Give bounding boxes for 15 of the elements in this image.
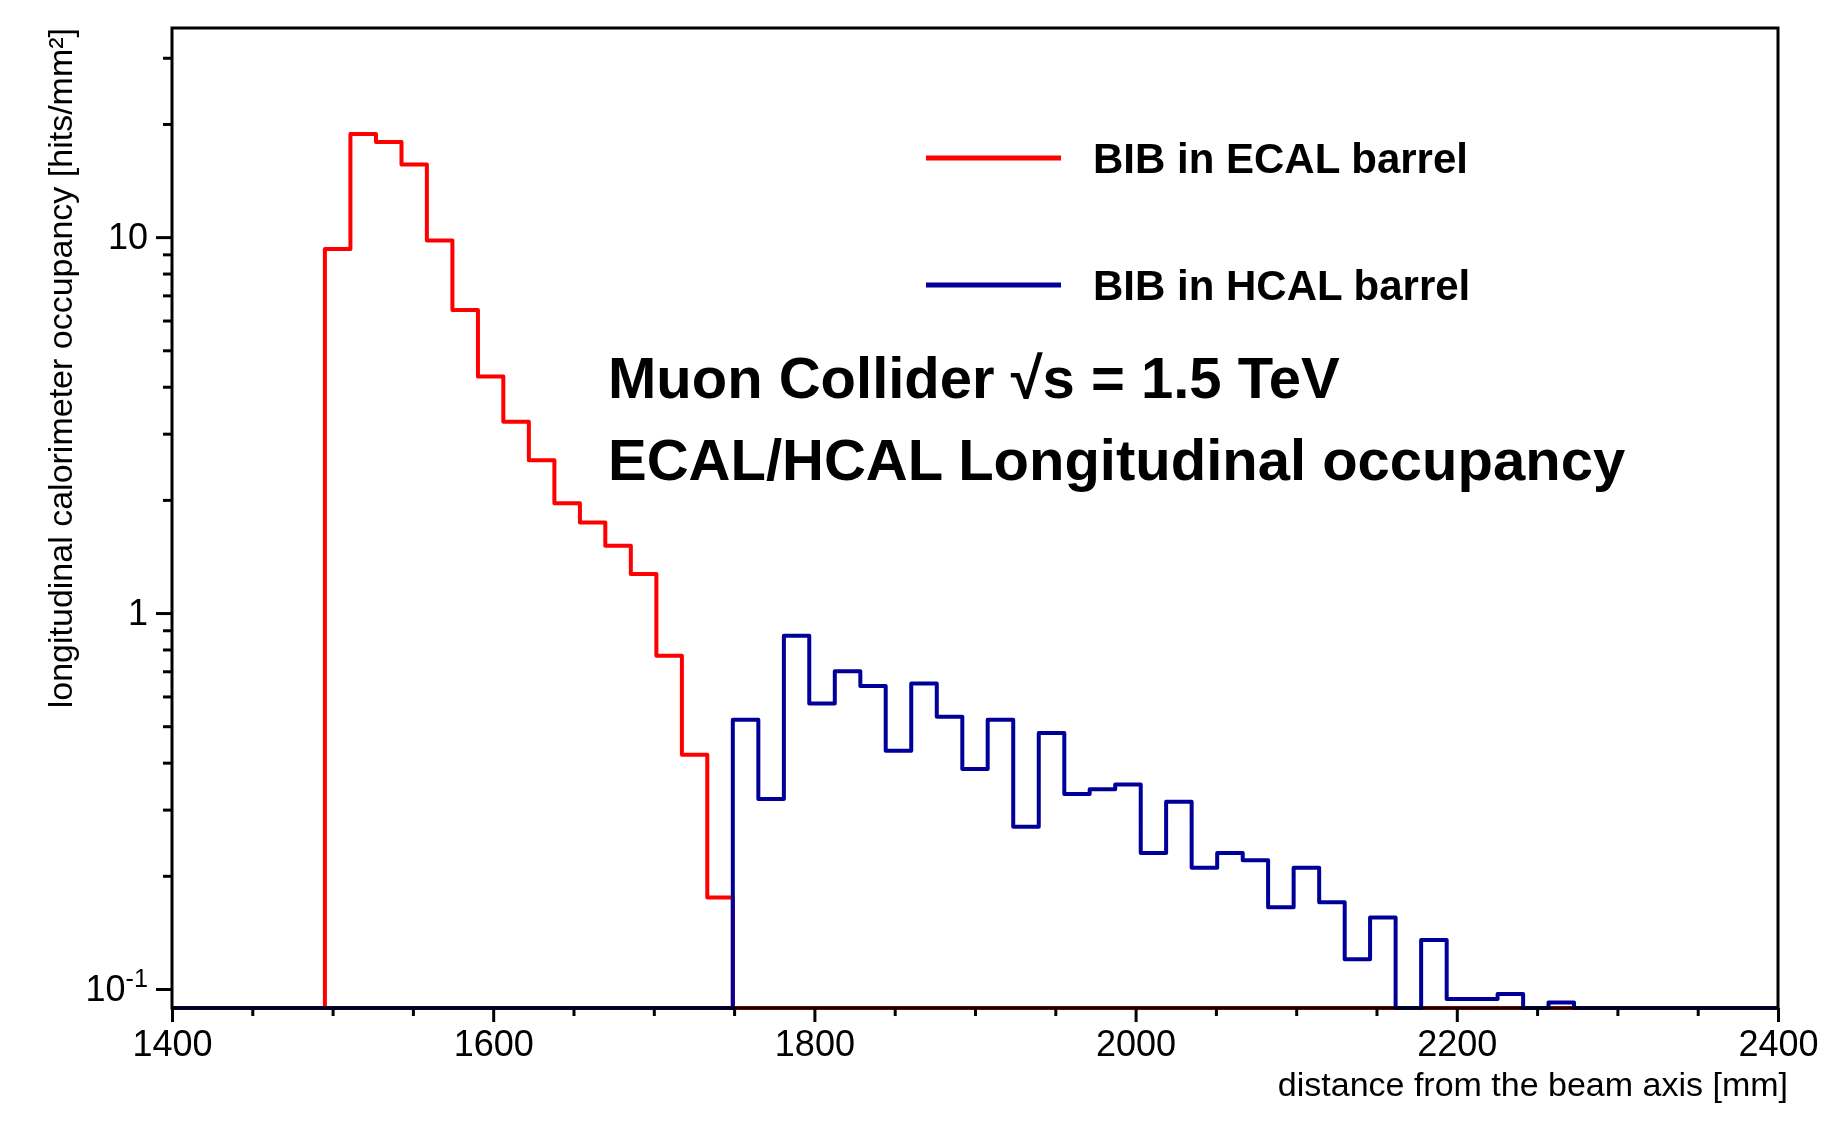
x-tick-label: 2200 (1417, 1022, 1498, 1064)
x-tick-label: 1600 (453, 1022, 534, 1064)
y-tick-label: 1 (127, 592, 148, 634)
annotation: ECAL/HCAL Longitudinal occupancy (608, 427, 1626, 492)
legend-label: BIB in ECAL barrel (1093, 135, 1468, 182)
x-tick-label: 1800 (774, 1022, 855, 1064)
x-tick-label: 2400 (1738, 1022, 1819, 1064)
y-tick-label: 10 (107, 216, 148, 258)
x-tick-label: 1400 (132, 1022, 213, 1064)
x-axis-title: distance from the beam axis [mm] (1277, 1065, 1788, 1103)
y-axis-title: longitudinal calorimeter occupancy [hits/mm²] (41, 28, 79, 709)
x-tick-label: 2000 (1096, 1022, 1177, 1064)
legend-label: BIB in HCAL barrel (1093, 262, 1471, 309)
annotation: Muon Collider √s = 1.5 TeV (608, 345, 1341, 410)
y-tick-label: 10$^{-1}$ (85, 963, 148, 1009)
